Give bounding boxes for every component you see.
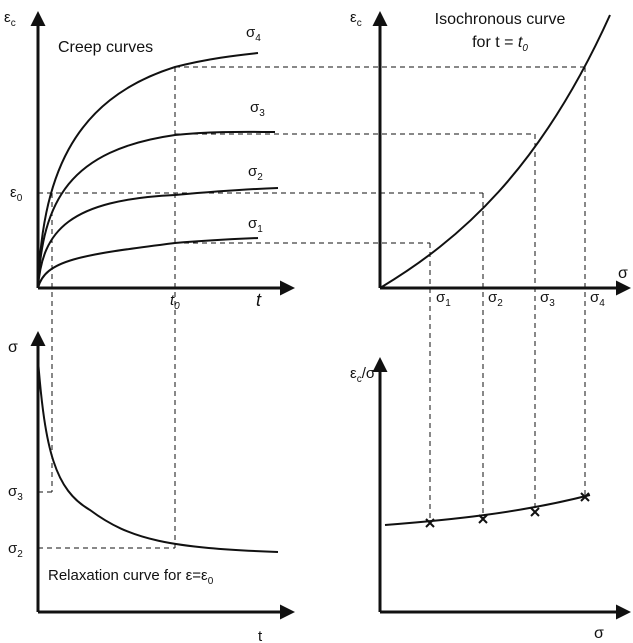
label-part: σ <box>248 215 258 232</box>
label: σ <box>618 265 628 282</box>
label-part: /σ <box>362 365 376 382</box>
label-part: σ <box>590 289 600 306</box>
label: σ2 <box>488 289 503 309</box>
label: εc/σ <box>350 365 376 385</box>
label-subscript: c <box>357 18 362 29</box>
creep-curve <box>37 237 259 289</box>
label-part: σ <box>436 289 446 306</box>
label-part: t <box>170 292 175 309</box>
label: t <box>258 628 263 643</box>
label: σ3 <box>8 483 23 503</box>
label-subscript: 0 <box>208 576 214 587</box>
creep-curve <box>37 130 276 289</box>
label-subscript: 2 <box>497 298 503 309</box>
label-part: Relaxation curve for ε=ε <box>48 567 208 584</box>
label-subscript: 0 <box>522 43 528 54</box>
label: Relaxation curve for ε=ε0 <box>48 567 214 587</box>
label-part: t <box>518 34 523 51</box>
label-subscript: 1 <box>257 224 263 235</box>
label: Isochronous curve <box>435 11 566 28</box>
label-subscript: 4 <box>599 298 605 309</box>
label-part: σ <box>8 483 18 500</box>
label-subscript: 0 <box>174 301 180 312</box>
label: σ3 <box>250 99 265 119</box>
label: σ <box>8 339 18 356</box>
label-part: σ <box>246 24 256 41</box>
label-subscript: 3 <box>549 298 555 309</box>
label: σ <box>594 625 604 642</box>
label-part: ε <box>350 365 357 382</box>
label-subscript: 1 <box>445 298 451 309</box>
label-subscript: 3 <box>259 108 265 119</box>
label: εc <box>4 9 16 29</box>
label-subscript: 4 <box>255 33 261 44</box>
label-part: ε <box>10 184 17 201</box>
cross-markers <box>425 492 590 528</box>
ratio-curve <box>384 494 591 526</box>
label: σ1 <box>248 215 263 235</box>
label-subscript: 3 <box>17 492 23 503</box>
label: ε0 <box>10 184 23 204</box>
label-part: for t = <box>472 34 518 51</box>
label-part: σ <box>8 540 18 557</box>
relaxation-curve <box>37 359 279 553</box>
label-subscript: c <box>357 374 362 385</box>
creep-curve <box>37 187 279 289</box>
label-subscript: 2 <box>17 549 23 560</box>
label: t0 <box>170 292 180 312</box>
label-part: ε <box>350 9 357 26</box>
label-part: σ <box>250 99 260 116</box>
label: t <box>256 290 262 310</box>
label-part: σ <box>248 163 258 180</box>
label: σ2 <box>248 163 263 183</box>
label-part: σ <box>488 289 498 306</box>
label: σ4 <box>246 24 261 44</box>
label-part: ε <box>4 9 11 26</box>
label: σ1 <box>436 289 451 309</box>
label: σ4 <box>590 289 605 309</box>
label-part: σ <box>540 289 550 306</box>
creep-curve <box>37 52 259 289</box>
label-subscript: 2 <box>257 172 263 183</box>
label: for t = t0 <box>472 34 528 54</box>
label: σ2 <box>8 540 23 560</box>
isochronous-curve <box>379 14 611 289</box>
label: Creep curves <box>58 39 153 56</box>
label: εc <box>350 9 362 29</box>
label-subscript: 0 <box>17 193 23 204</box>
guides <box>38 66 586 549</box>
label-subscript: c <box>11 18 16 29</box>
label: σ3 <box>540 289 555 309</box>
